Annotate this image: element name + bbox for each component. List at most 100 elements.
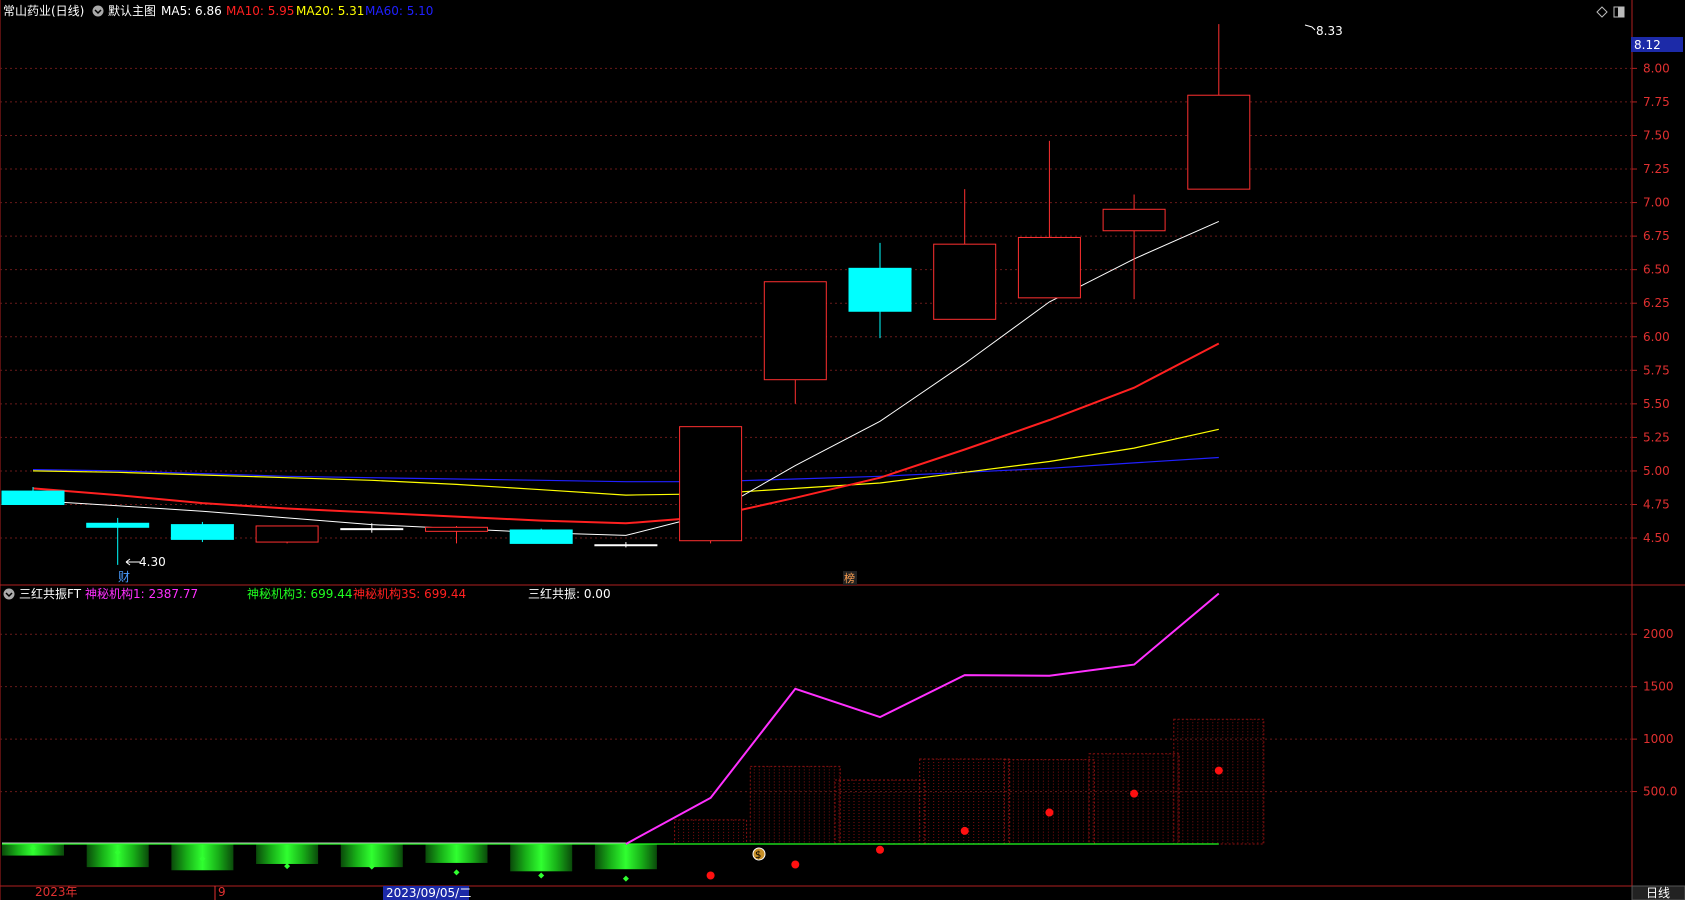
green-bar: [510, 844, 573, 872]
candle-body: [340, 528, 404, 531]
red-hatched-bar: [919, 758, 1011, 845]
red-hatched-bar: [1088, 753, 1180, 845]
red-hatched-bar: [1003, 759, 1095, 845]
price-tick-label: 5.00: [1643, 464, 1670, 478]
ma10-line: [32, 342, 1220, 525]
price-tick-label: 6.50: [1643, 263, 1670, 277]
red-dot: [960, 826, 969, 835]
low-arrow-icon: [125, 558, 140, 566]
legend-mystery-3s: 神秘机构3S: 699.44: [353, 586, 466, 601]
candle-body: [848, 267, 912, 312]
candle: [1102, 194, 1166, 300]
indicator-lines: [625, 592, 1220, 845]
candle-body: [255, 525, 319, 543]
red-dot: [1130, 789, 1139, 798]
candle-body: [170, 524, 234, 540]
last-price-tag-bg: [1631, 37, 1683, 52]
red-dot: [1214, 766, 1223, 775]
ma60-line: [32, 456, 1219, 483]
red-hatched-bar: [1173, 718, 1265, 845]
cursor-date-bg: [383, 886, 469, 900]
candle-body: [933, 243, 997, 320]
period-tab[interactable]: [1631, 885, 1685, 900]
stock-title: 常山药业(日线): [3, 4, 84, 18]
candle: [1187, 24, 1251, 190]
ranking-event-marker[interactable]: 榜: [844, 571, 855, 585]
ranking-marker-bg: [843, 571, 857, 585]
legend-mystery-3: 神秘机构3: 699.44: [247, 586, 352, 601]
green-bar: [340, 844, 403, 868]
price-tick-label: 6.25: [1643, 296, 1670, 310]
candle-body: [425, 526, 488, 532]
candle-body: [1187, 94, 1251, 190]
red-bar-outline: [749, 765, 841, 845]
upper-price-axis: 4.50 4.75 5.00 5.25 5.50 5.75 6.00 6.25 6.50 6.75…: [1632, 61, 1670, 545]
candlesticks: [1, 24, 1251, 565]
lower-indicator-menu-icon[interactable]: [3, 588, 15, 600]
candle-body: [763, 281, 827, 381]
value-tick-label: 1500: [1643, 680, 1674, 694]
indicator-menu-icon[interactable]: [92, 5, 104, 17]
red-hatched-bar: [749, 765, 841, 845]
finance-event-marker[interactable]: 财: [118, 570, 130, 584]
indicator-bars: [2, 718, 1265, 872]
high-price-label: 8.33: [1316, 24, 1343, 38]
red-dot: [791, 860, 800, 869]
coin-glyph: $: [755, 850, 761, 861]
ma60-legend: MA60: 5.10: [365, 4, 433, 18]
ma5-legend: MA5: 6.86: [161, 4, 222, 18]
indicator-name: 默认主图: [108, 3, 156, 18]
axis-year-label: 2023年: [35, 885, 78, 899]
red-bar-outline: [674, 819, 748, 845]
green-dot: [538, 872, 545, 879]
diamond-icon[interactable]: [1596, 6, 1608, 18]
candle: [340, 523, 404, 533]
green-dot: [368, 863, 375, 870]
price-tick-label: 6.75: [1643, 229, 1670, 243]
ma20-line: [32, 428, 1219, 496]
low-price-label: 4.30: [139, 555, 166, 569]
price-tick-label: 7.00: [1643, 196, 1670, 210]
price-tick-label: 8.00: [1643, 61, 1670, 75]
axis-month-label: 9: [218, 885, 226, 899]
legend-mystery-1: 神秘机构1: 2387.77: [85, 586, 198, 601]
green-dot: [114, 849, 121, 856]
green-dot: [622, 875, 629, 882]
candle-body: [679, 426, 743, 542]
candle-body: [1102, 208, 1166, 232]
candle: [848, 242, 912, 339]
ma10-legend: MA10: 5.95: [226, 4, 294, 18]
lower-value-axis: 500.0 1000 1500 2000: [1632, 627, 1677, 799]
candle: [425, 525, 488, 544]
candle: [1, 487, 65, 505]
indicator-dots: [30, 766, 1223, 882]
green-dot: [199, 855, 206, 862]
price-tick-label: 7.50: [1643, 128, 1670, 142]
coin-icon[interactable]: [752, 847, 766, 861]
candle: [763, 281, 827, 404]
red-hatched-bar: [674, 819, 748, 845]
candle-body: [509, 529, 573, 544]
value-tick-label: 500.0: [1643, 785, 1677, 799]
price-tick-label: 5.25: [1643, 430, 1670, 444]
red-dot: [706, 871, 715, 880]
green-bar: [425, 844, 488, 863]
candle: [170, 521, 234, 543]
chevron-down-icon: [5, 592, 13, 598]
price-tick-label: 4.50: [1643, 531, 1670, 545]
red-bar-outline: [1003, 759, 1095, 845]
red-hatched-bar: [834, 779, 926, 845]
price-tick-label: 6.00: [1643, 330, 1670, 344]
upper-price-grid: [0, 67, 1632, 539]
candle: [509, 528, 573, 544]
red-dot: [1045, 808, 1054, 817]
window-toggle-icon-fill: [1618, 7, 1624, 17]
price-tick-label: 5.50: [1643, 397, 1670, 411]
chevron-down-icon: [94, 9, 102, 15]
value-tick-label: 1000: [1643, 732, 1674, 746]
green-dot: [30, 845, 36, 852]
moving-average-lines: [32, 220, 1220, 536]
candle: [255, 525, 319, 544]
